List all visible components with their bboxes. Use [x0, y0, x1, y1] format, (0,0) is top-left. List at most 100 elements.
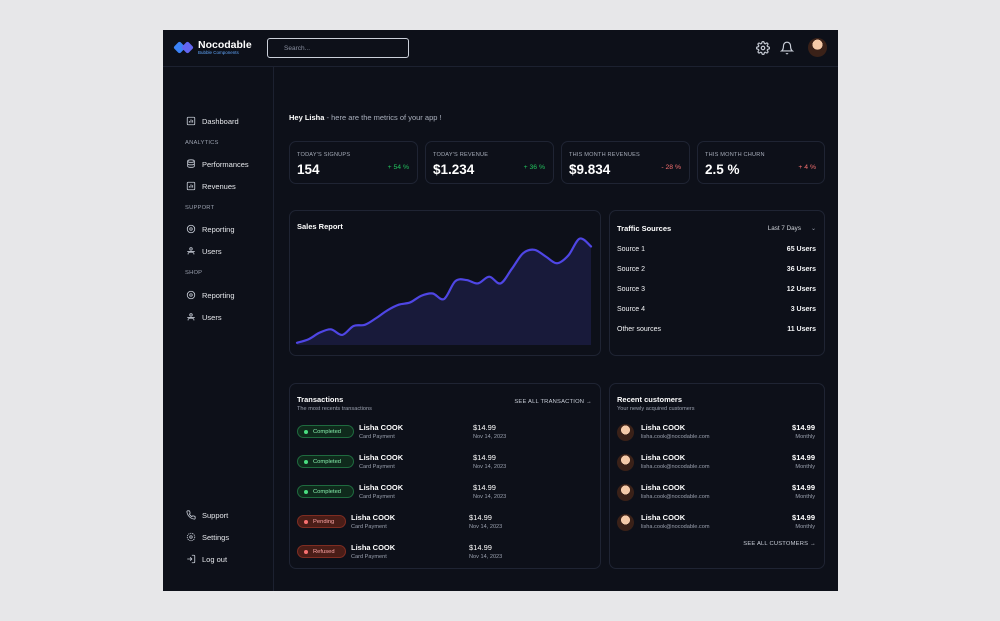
list-item[interactable]: Lisha COOK lisha.cook@nocodable.com $14.… [617, 513, 815, 537]
date: Nov 14, 2023 [473, 464, 507, 470]
sidebar-item-label: Log out [202, 554, 228, 564]
sidebar-item-label: Reporting [202, 224, 235, 234]
status-label: Completed [313, 428, 342, 435]
sidebar-item-revenues[interactable]: Revenues [186, 179, 236, 193]
traffic-sources-title: Traffic Sources [617, 224, 672, 233]
traffic-source-label: Source 3 [617, 286, 646, 293]
payment-method: Card Payment [351, 524, 387, 530]
brand-name: Nocodable [198, 38, 252, 51]
sidebar-item-logout[interactable]: Log out [186, 552, 227, 566]
traffic-row: Source 3 12 Users [617, 286, 816, 298]
table-row[interactable]: Pending Lisha COOK Card Payment $14.99 N… [297, 513, 593, 537]
sales-area-fill [297, 238, 591, 345]
sidebar-item-label: Users [202, 246, 222, 256]
stat-label: TODAY'S REVENUE [433, 152, 489, 158]
sidebar-item-support-users[interactable]: Users [186, 244, 222, 258]
logo-icon [173, 39, 194, 56]
sidebar-item-support-reporting[interactable]: Reporting [186, 222, 235, 236]
traffic-row: Other sources 11 Users [617, 326, 816, 338]
traffic-source-label: Source 1 [617, 246, 646, 253]
see-all-transactions-link[interactable]: SEE ALL TRANSACTION → [514, 399, 592, 405]
customer-name: Lisha COOK [641, 453, 686, 462]
list-item[interactable]: Lisha COOK lisha.cook@nocodable.com $14.… [617, 483, 815, 507]
date: Nov 14, 2023 [469, 524, 503, 530]
traffic-source-label: Source 2 [617, 266, 646, 273]
customer-name: Lisha COOK [351, 543, 396, 552]
traffic-source-value: 65 Users [786, 246, 816, 253]
table-row[interactable]: Refused Lisha COOK Card Payment $14.99 N… [297, 543, 593, 567]
sales-report-title: Sales Report [297, 222, 343, 231]
table-row[interactable]: Completed Lisha COOK Card Payment $14.99… [297, 483, 593, 507]
traffic-sources-card: Traffic Sources Last 7 Days ⌄ Source 1 65… [609, 210, 825, 356]
customer-email: lisha.cook@nocodable.com [641, 434, 710, 440]
status-badge: Completed [297, 485, 354, 498]
traffic-source-value: 11 Users [787, 326, 816, 333]
dashboard-icon [186, 116, 196, 126]
list-item[interactable]: Lisha COOK lisha.cook@nocodable.com $14.… [617, 423, 815, 447]
gear-icon[interactable] [756, 41, 770, 55]
phone-icon [186, 510, 196, 520]
customer-email: lisha.cook@nocodable.com [641, 494, 710, 500]
date: Nov 14, 2023 [469, 554, 503, 560]
traffic-source-label: Source 4 [617, 306, 646, 313]
amount: $14.99 [792, 423, 815, 432]
customer-name: Lisha COOK [359, 423, 404, 432]
brand-subtitle: Bubble Components [198, 50, 239, 55]
cog-icon [186, 224, 196, 234]
customer-name: Lisha COOK [641, 423, 686, 432]
customer-name: Lisha COOK [351, 513, 396, 522]
stat-label: THIS MONTH CHURN [705, 152, 765, 158]
sidebar-item-dashboard[interactable]: Dashboard [186, 114, 239, 128]
app-window: Nocodable Bubble Components Dashboard AN… [163, 30, 838, 591]
greeting-message: - here are the metrics of your app ! [324, 113, 442, 122]
database-icon [187, 159, 195, 168]
sidebar-item-label: Revenues [202, 181, 236, 191]
traffic-source-value: 36 Users [786, 266, 816, 273]
amount: $14.99 [792, 453, 815, 462]
table-row[interactable]: Completed Lisha COOK Card Payment $14.99… [297, 453, 593, 477]
sales-chart [295, 237, 593, 345]
payment-method: Card Payment [359, 434, 395, 440]
users-icon [187, 313, 195, 321]
sidebar-item-label: Reporting [202, 290, 235, 300]
customer-name: Lisha COOK [641, 483, 686, 492]
customer-name: Lisha COOK [359, 483, 404, 492]
sales-report-card: Sales Report [289, 210, 601, 356]
sidebar-item-performances[interactable]: Performances [186, 157, 249, 171]
transactions-card: Transactions The most recents transactio… [289, 383, 601, 569]
recent-customers-subtitle: Your newly acquired customers [617, 406, 695, 412]
period-select[interactable]: Last 7 Days ⌄ [768, 225, 816, 232]
sidebar-item-settings[interactable]: Settings [186, 530, 229, 544]
list-item[interactable]: Lisha COOK lisha.cook@nocodable.com $14.… [617, 453, 815, 477]
table-row[interactable]: Completed Lisha COOK Card Payment $14.99… [297, 423, 593, 447]
payment-method: Card Payment [351, 554, 387, 560]
status-badge: Completed [297, 455, 354, 468]
users-icon [187, 247, 195, 255]
billing-period: Monthly [795, 464, 815, 470]
traffic-row: Source 2 36 Users [617, 266, 816, 278]
traffic-source-value: 3 Users [790, 306, 816, 313]
sidebar-item-shop-users[interactable]: Users [186, 310, 222, 324]
date: Nov 14, 2023 [473, 434, 507, 440]
status-badge: Pending [297, 515, 346, 528]
customer-name: Lisha COOK [359, 453, 404, 462]
sidebar-item-shop-reporting[interactable]: Reporting [186, 288, 235, 302]
user-avatar[interactable] [808, 38, 827, 57]
see-all-customers-link[interactable]: SEE ALL CUSTOMERS → [743, 541, 816, 547]
customer-email: lisha.cook@nocodable.com [641, 464, 710, 470]
stat-card-revenue: TODAY'S REVENUE $1.234 + 36 % [425, 141, 554, 184]
stat-change: - 28 % [661, 164, 681, 171]
stat-change: + 36 % [523, 164, 545, 171]
stat-label: TODAY'S SIGNUPS [297, 152, 351, 158]
stat-card-month-revenues: THIS MONTH REVENUES $9.834 - 28 % [561, 141, 690, 184]
bell-icon[interactable] [780, 41, 794, 55]
stat-value: $9.834 [569, 162, 611, 177]
search-input[interactable] [267, 38, 409, 58]
logo[interactable]: Nocodable Bubble Components [173, 38, 252, 56]
amount: $14.99 [473, 423, 496, 432]
sidebar-item-label: Support [202, 510, 229, 520]
sidebar-section-shop: SHOP [185, 270, 203, 276]
amount: $14.99 [792, 483, 815, 492]
sidebar-item-support[interactable]: Support [186, 508, 228, 522]
amount: $14.99 [792, 513, 815, 522]
